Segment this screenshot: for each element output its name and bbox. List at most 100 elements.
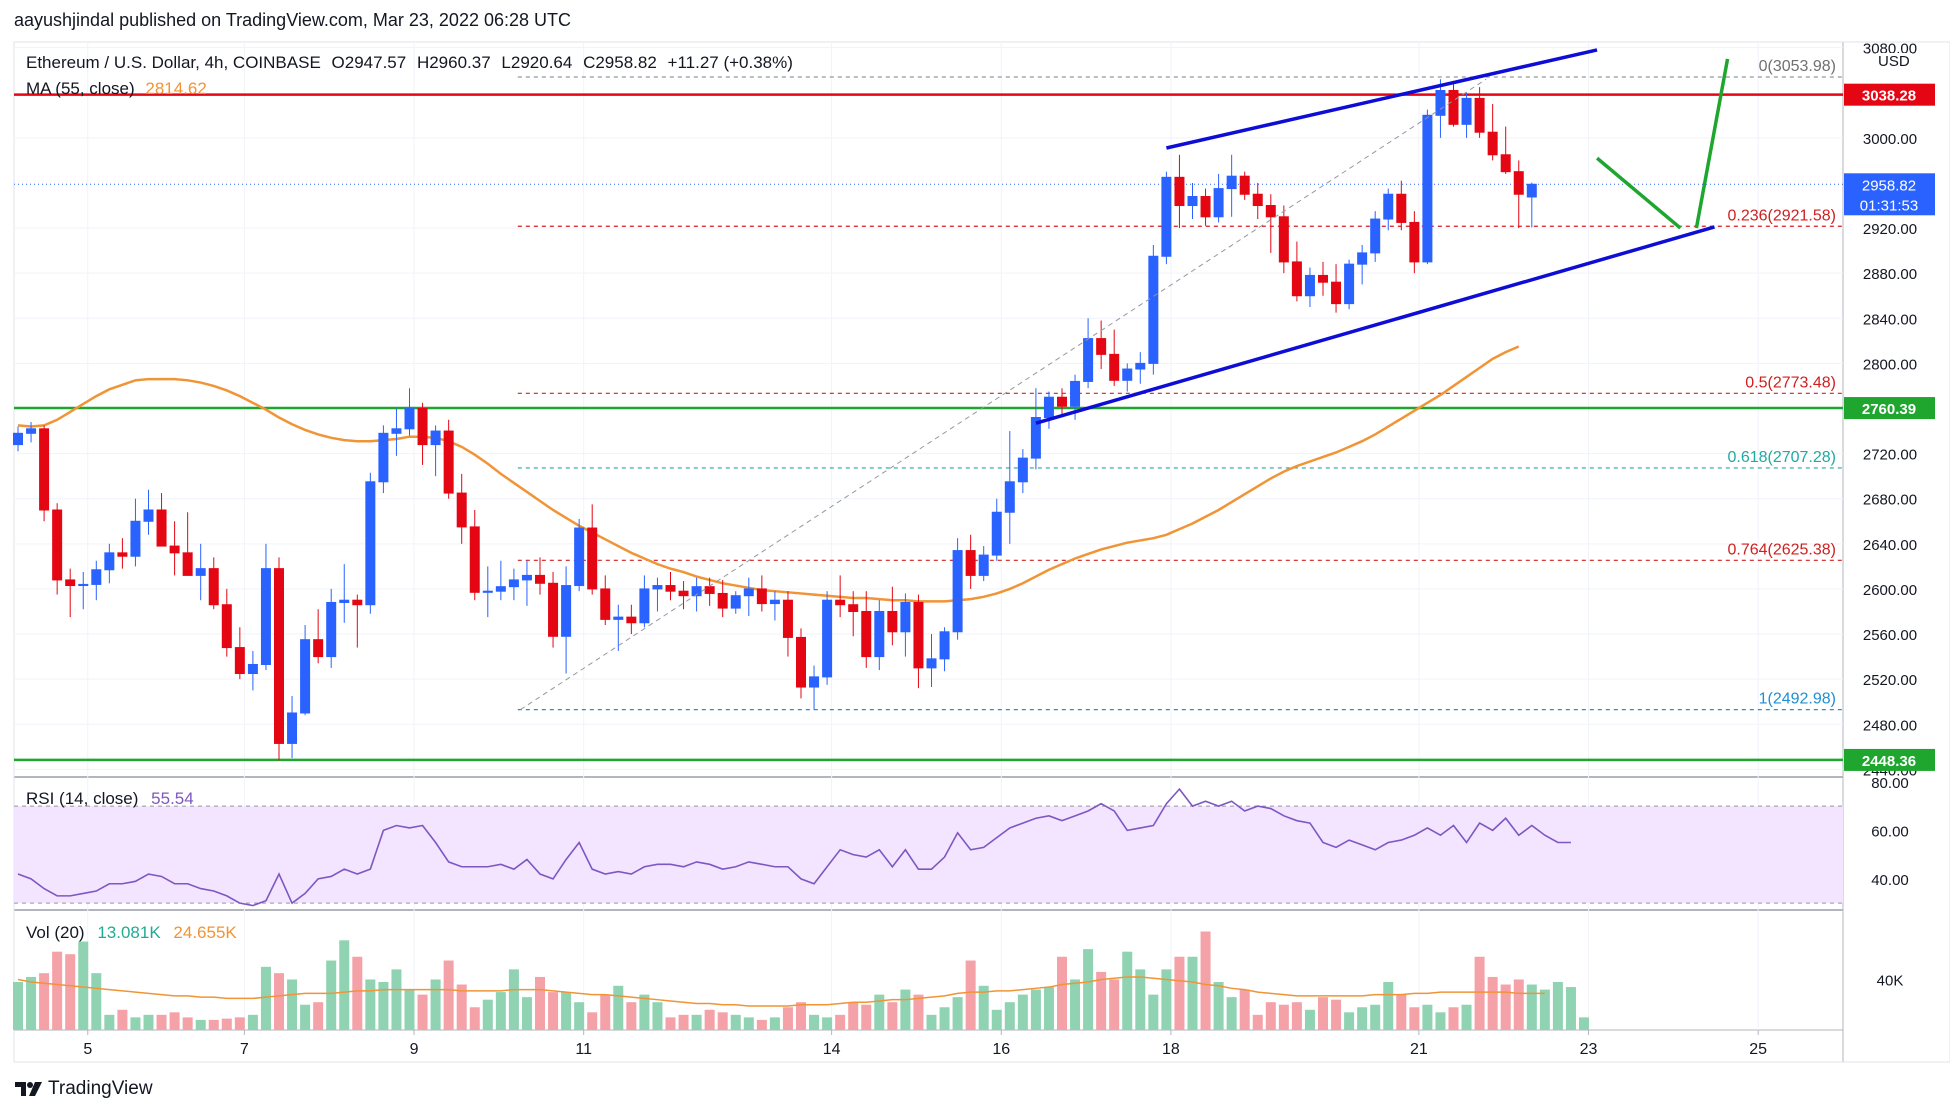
volume-bar[interactable] [234, 1017, 245, 1030]
rsi-legend[interactable]: RSI (14, close) 55.54 [26, 789, 194, 809]
candle-body[interactable] [1187, 195, 1198, 207]
volume-bar[interactable] [300, 1004, 311, 1030]
volume-bar[interactable] [782, 1007, 793, 1030]
candle-body[interactable] [822, 599, 833, 678]
candle-body[interactable] [469, 526, 480, 593]
candle-body[interactable] [1474, 97, 1485, 133]
volume-bar[interactable] [1135, 969, 1146, 1030]
candle-body[interactable] [482, 590, 493, 593]
volume-bar[interactable] [1526, 984, 1537, 1030]
candle-body[interactable] [274, 568, 284, 744]
candle-body[interactable] [978, 554, 989, 576]
volume-bar[interactable] [1070, 979, 1081, 1030]
volume-bar[interactable] [1043, 987, 1054, 1030]
candle-body[interactable] [300, 639, 311, 714]
vol-legend[interactable]: Vol (20) 13.081K 24.655K [26, 923, 237, 943]
candle-body[interactable] [404, 408, 415, 430]
candle-body[interactable] [1017, 457, 1028, 483]
volume-bar[interactable] [939, 1007, 950, 1030]
volume-bar[interactable] [1487, 976, 1498, 1030]
volume-bar[interactable] [1500, 984, 1511, 1030]
volume-bar[interactable] [1539, 989, 1550, 1030]
candle-body[interactable] [1383, 193, 1394, 220]
volume-bar[interactable] [665, 1017, 676, 1030]
volume-bar[interactable] [260, 966, 271, 1030]
candle-body[interactable] [1461, 97, 1472, 125]
volume-bar[interactable] [1057, 956, 1067, 1030]
candle-body[interactable] [535, 574, 545, 584]
candle-body[interactable] [13, 432, 23, 446]
volume-bar[interactable] [769, 1017, 780, 1030]
volume-bar[interactable] [91, 973, 102, 1030]
candle-body[interactable] [1422, 114, 1433, 263]
volume-bar[interactable] [1448, 1007, 1459, 1030]
volume-bar[interactable] [65, 954, 76, 1030]
candle-body[interactable] [769, 599, 780, 605]
candle-body[interactable] [704, 586, 715, 594]
candle-body[interactable] [1409, 221, 1420, 263]
volume-bar[interactable] [1409, 1007, 1420, 1030]
candle-body[interactable] [613, 616, 624, 620]
candle-body[interactable] [117, 552, 128, 557]
candle-body[interactable] [1057, 396, 1067, 407]
volume-bar[interactable] [521, 997, 532, 1030]
candle-body[interactable] [561, 585, 572, 637]
volume-bar[interactable] [326, 960, 337, 1030]
volume-bar[interactable] [691, 1014, 702, 1030]
volume-bar[interactable] [1161, 969, 1172, 1030]
volume-bar[interactable] [1474, 956, 1485, 1030]
ma-legend[interactable]: MA (55, close) 2814.62 [26, 79, 207, 99]
volume-bar[interactable] [991, 1009, 1002, 1030]
volume-bar[interactable] [443, 960, 454, 1030]
candle-body[interactable] [443, 430, 454, 494]
volume-bar[interactable] [1565, 987, 1576, 1030]
volume-bar[interactable] [274, 973, 284, 1030]
rsi-line[interactable] [17, 787, 1571, 907]
candle-body[interactable] [1043, 396, 1054, 419]
volume-bar[interactable] [796, 1002, 806, 1030]
candle-body[interactable] [1291, 261, 1302, 297]
volume-bar[interactable] [1187, 956, 1198, 1030]
candle-body[interactable] [1370, 218, 1381, 254]
candle-body[interactable] [861, 610, 872, 658]
candle-body[interactable] [326, 601, 337, 658]
candle-body[interactable] [1513, 171, 1524, 195]
candle-body[interactable] [391, 428, 402, 434]
volume-bar[interactable] [287, 979, 298, 1030]
candle-body[interactable] [221, 604, 232, 649]
volume-bar[interactable] [1304, 1009, 1315, 1030]
candle-body[interactable] [52, 509, 63, 581]
volume-bar[interactable] [587, 1012, 598, 1030]
volume-bar[interactable] [574, 1002, 585, 1030]
volume-bar[interactable] [404, 989, 415, 1030]
candle-body[interactable] [143, 509, 154, 522]
candle-body[interactable] [678, 590, 689, 597]
volume-bar[interactable] [456, 984, 467, 1030]
candle-body[interactable] [1174, 176, 1185, 207]
projection-up-line[interactable] [1694, 58, 1730, 229]
volume-bar[interactable] [965, 960, 976, 1030]
candle-body[interactable] [1331, 281, 1342, 305]
volume-bar[interactable] [887, 1002, 898, 1030]
volume-bar[interactable] [13, 982, 23, 1030]
candle-body[interactable] [1096, 338, 1107, 355]
volume-bar[interactable] [626, 1002, 637, 1030]
candle-body[interactable] [26, 428, 37, 434]
volume-bar[interactable] [339, 940, 350, 1030]
volume-bar[interactable] [717, 1012, 728, 1030]
candle-body[interactable] [1487, 131, 1498, 156]
fib-trend-line[interactable] [520, 78, 1487, 711]
volume-bar[interactable] [561, 992, 572, 1030]
candle-body[interactable] [1148, 255, 1159, 364]
volume-bar[interactable] [535, 976, 545, 1030]
volume-bar[interactable] [52, 951, 63, 1030]
candle-body[interactable] [548, 582, 559, 637]
candle-body[interactable] [809, 676, 820, 688]
volume-bar[interactable] [130, 1017, 141, 1030]
candle-body[interactable] [796, 636, 806, 688]
volume-bar[interactable] [1357, 1007, 1368, 1030]
volume-bar[interactable] [1435, 1012, 1446, 1030]
volume-bar[interactable] [195, 1019, 206, 1030]
volume-bar[interactable] [1226, 997, 1237, 1030]
volume-bar[interactable] [1461, 1004, 1472, 1030]
